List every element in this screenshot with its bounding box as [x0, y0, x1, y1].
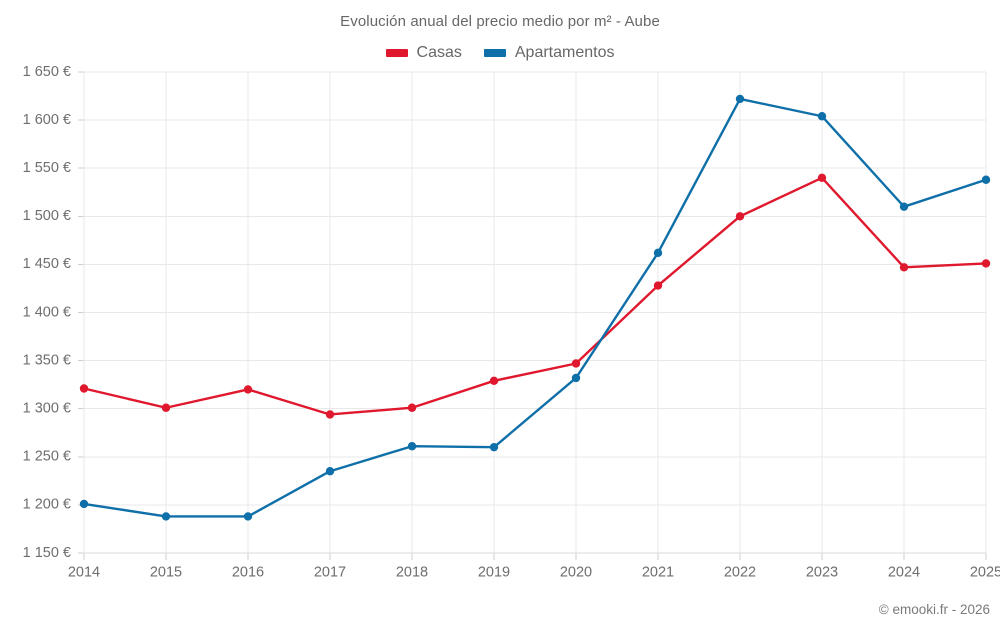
data-point[interactable]: [735, 94, 745, 104]
y-axis-tick-label: 1 350 €: [23, 352, 71, 368]
legend-item-casas[interactable]: Casas: [385, 44, 462, 62]
x-axis-tick-label: 2015: [150, 565, 182, 581]
data-point[interactable]: [899, 263, 909, 272]
x-axis-tick-label: 2022: [724, 565, 756, 581]
x-axis-tick-label: 2024: [888, 565, 920, 581]
legend-label: Casas: [416, 44, 462, 61]
data-point[interactable]: [161, 403, 171, 412]
data-point[interactable]: [243, 512, 253, 521]
data-point[interactable]: [981, 259, 991, 268]
footer-credit: © emooki.fr - 2026: [878, 602, 990, 617]
x-axis-tick-label: 2019: [478, 565, 510, 581]
data-point[interactable]: [243, 385, 253, 394]
data-point[interactable]: [899, 202, 909, 211]
legend-swatch-icon: [483, 49, 506, 57]
data-point[interactable]: [79, 384, 89, 393]
legend-label: Apartamentos: [514, 44, 615, 61]
x-axis-tick-label: 2017: [314, 565, 346, 581]
data-point[interactable]: [817, 112, 827, 121]
y-axis-tick-label: 1 450 €: [23, 256, 71, 272]
data-point[interactable]: [817, 173, 827, 183]
x-axis-tick-label: 2014: [68, 565, 100, 581]
data-point[interactable]: [489, 376, 499, 386]
series-line-apartamentos: [82, 97, 988, 518]
y-axis-tick-label: 1 550 €: [23, 160, 71, 176]
y-axis-tick-label: 1 500 €: [23, 208, 71, 224]
series-line-casas: [82, 176, 988, 416]
chart-title: Evolución anual del precio medio por m² …: [340, 13, 660, 30]
legend-item-apartamentos[interactable]: Apartamentos: [483, 44, 615, 62]
y-axis-tick-label: 1 200 €: [23, 497, 71, 513]
x-axis-tick-label: 2016: [232, 565, 264, 581]
y-axis-tick-label: 1 600 €: [23, 112, 71, 128]
y-axis-tick-label: 1 400 €: [23, 304, 71, 320]
x-axis-tick-label: 2018: [396, 565, 428, 581]
data-point[interactable]: [407, 403, 417, 412]
chart-legend: Casas Apartamentos: [0, 44, 1000, 62]
legend-swatch-icon: [385, 49, 408, 57]
y-axis-tick-label: 1 250 €: [23, 449, 71, 465]
y-axis-tick-label: 1 300 €: [23, 401, 71, 417]
data-point[interactable]: [981, 175, 991, 184]
data-point[interactable]: [571, 373, 581, 383]
data-point[interactable]: [79, 499, 89, 509]
data-point[interactable]: [489, 442, 499, 452]
data-point[interactable]: [325, 467, 335, 476]
data-point[interactable]: [653, 281, 663, 290]
x-axis-tick-label: 2025: [970, 565, 1000, 581]
data-point[interactable]: [653, 248, 663, 258]
y-axis-tick-label: 1 650 €: [23, 64, 71, 80]
data-point[interactable]: [571, 359, 581, 368]
x-axis-tick-label: 2021: [642, 565, 674, 581]
x-axis-tick-label: 2023: [806, 565, 838, 581]
data-point[interactable]: [325, 410, 335, 419]
data-point[interactable]: [735, 212, 745, 221]
x-axis-tick-label: 2020: [560, 565, 592, 581]
data-point[interactable]: [407, 442, 417, 451]
data-point[interactable]: [161, 512, 171, 521]
y-axis-tick-label: 1 150 €: [23, 545, 71, 561]
